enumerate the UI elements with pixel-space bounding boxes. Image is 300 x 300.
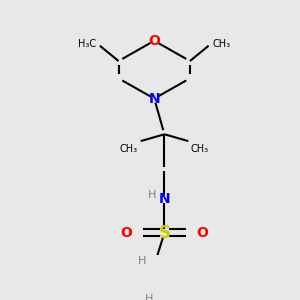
Text: H₃C: H₃C (78, 39, 97, 49)
Text: H: H (148, 190, 156, 200)
Text: CH₃: CH₃ (120, 144, 138, 154)
Text: O: O (148, 34, 160, 48)
Text: CH₃: CH₃ (212, 39, 230, 49)
Text: O: O (120, 226, 132, 240)
Text: S: S (158, 224, 170, 242)
Text: H: H (137, 256, 146, 266)
Text: CH₃: CH₃ (191, 144, 209, 154)
Text: H: H (145, 294, 153, 300)
Text: O: O (197, 226, 208, 240)
Text: N: N (148, 92, 160, 106)
Text: N: N (159, 192, 170, 206)
